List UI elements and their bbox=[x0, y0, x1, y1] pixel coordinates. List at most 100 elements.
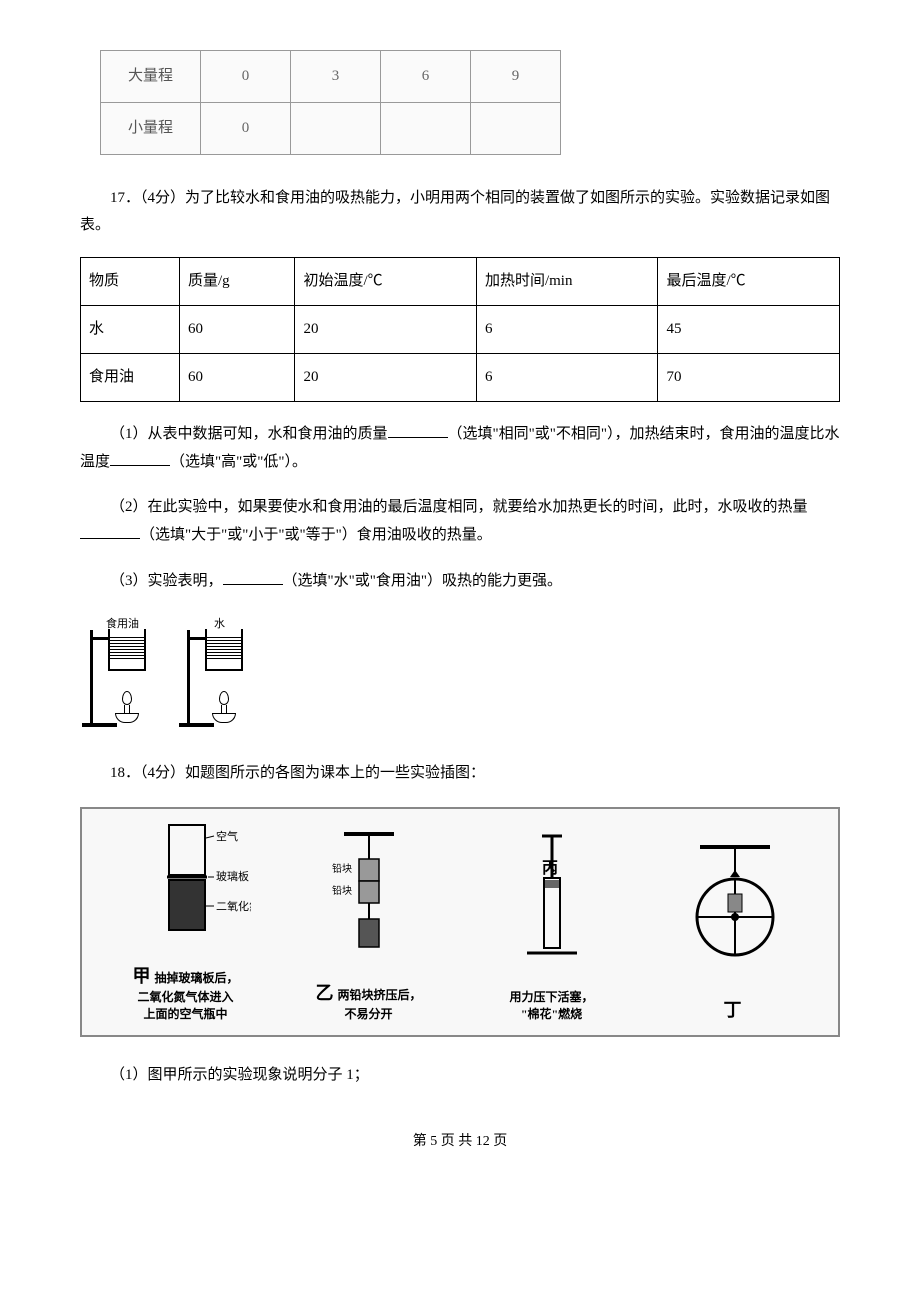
q17-sub1: （1）从表中数据可知，水和食用油的质量（选填"相同"或"不相同"），加热结束时，… bbox=[80, 420, 840, 476]
flame-icon bbox=[122, 691, 132, 705]
scale-cell: 6 bbox=[381, 51, 471, 103]
data-cell: 45 bbox=[658, 306, 840, 354]
scale-cell: 9 bbox=[471, 51, 561, 103]
clamp-icon bbox=[190, 637, 205, 640]
liquid-icon bbox=[110, 637, 144, 669]
fig-label-ding: 丁 bbox=[724, 1000, 742, 1020]
data-cell: 6 bbox=[476, 354, 657, 402]
q18-sub1: （1）图甲所示的实验现象说明分子 1； bbox=[80, 1062, 840, 1089]
scale-cell bbox=[471, 103, 561, 155]
q17-sub1-a: （1）从表中数据可知，水和食用油的质量 bbox=[110, 426, 388, 442]
figure-jia: 空气 玻璃板 二氧化氮 甲抽掉玻璃板后， 二氧化氮气体进入 上面的空气瓶中 bbox=[94, 821, 277, 1023]
q17-sub3-b: （选填"水"或"食用油"）吸热的能力更强。 bbox=[283, 573, 563, 589]
page-footer: 第 5 页 共 12 页 bbox=[80, 1129, 840, 1154]
blank-fill[interactable] bbox=[388, 420, 448, 438]
q18-points: （4分） bbox=[140, 765, 185, 781]
annotation-no2: 二氧化氮 bbox=[216, 899, 251, 913]
liquid-icon bbox=[207, 637, 241, 669]
scale-cell: 0 bbox=[201, 51, 291, 103]
blank-fill[interactable] bbox=[110, 448, 170, 466]
fig-label-yi: 乙 bbox=[315, 983, 333, 1003]
table-row: 食用油 60 20 6 70 bbox=[81, 354, 840, 402]
q17-data-table: 物质 质量/g 初始温度/℃ 加热时间/min 最后温度/℃ 水 60 20 6… bbox=[80, 257, 840, 402]
scale-cell: 0 bbox=[201, 103, 291, 155]
figure-yi: 铅块 铅块 乙两铅块挤压后， 不易分开 bbox=[277, 821, 460, 1023]
q17-intro: 17．（4分）为了比较水和食用油的吸热能力，小明用两个相同的装置做了如图所示的实… bbox=[80, 185, 840, 239]
beaker-icon bbox=[108, 629, 146, 671]
beaker-icon bbox=[205, 629, 243, 671]
scale-label-small: 小量程 bbox=[101, 103, 201, 155]
figure-caption-ding: 丁 bbox=[724, 998, 746, 1023]
annotation-air: 空气 bbox=[216, 829, 238, 843]
apparatus-water: 水 bbox=[177, 615, 262, 735]
fig-caption-text-yi: 两铅块挤压后， 不易分开 bbox=[337, 988, 421, 1021]
table-row: 小量程 0 bbox=[101, 103, 561, 155]
wheel-diagram-icon bbox=[680, 832, 790, 982]
q18-intro-text: 如题图所示的各图为课本上的一些实验插图： bbox=[185, 765, 485, 781]
lead-blocks-diagram-icon: 铅块 铅块 bbox=[314, 824, 424, 974]
table-row: 水 60 20 6 45 bbox=[81, 306, 840, 354]
figure-caption-yi: 乙两铅块挤压后， 不易分开 bbox=[315, 981, 421, 1023]
stand-base-icon bbox=[82, 723, 117, 727]
header-cell: 物质 bbox=[81, 258, 180, 306]
q17-number: 17． bbox=[110, 190, 140, 206]
apparatus-diagram: 食用油 水 bbox=[80, 615, 840, 735]
flame-icon bbox=[219, 691, 229, 705]
bottle-diagram-icon: 空气 玻璃板 二氧化氮 bbox=[121, 810, 251, 960]
data-cell: 水 bbox=[81, 306, 180, 354]
q17-sub3: （3）实验表明， （选填"水"或"食用油"）吸热的能力更强。 bbox=[80, 567, 840, 595]
figure-bing: 丙 用力压下活塞， "棉花"燃烧 bbox=[460, 821, 643, 1023]
figure-caption-jia: 甲抽掉玻璃板后， 二氧化氮气体进入 上面的空气瓶中 bbox=[132, 964, 238, 1023]
header-cell: 加热时间/min bbox=[476, 258, 657, 306]
blank-fill[interactable] bbox=[80, 521, 140, 539]
footer-total: 12 bbox=[476, 1134, 490, 1149]
header-cell: 初始温度/℃ bbox=[295, 258, 476, 306]
data-cell: 60 bbox=[180, 306, 295, 354]
q18-figures: 空气 玻璃板 二氧化氮 甲抽掉玻璃板后， 二氧化氮气体进入 上面的空气瓶中 铅块… bbox=[80, 807, 840, 1037]
table-row: 大量程 0 3 6 9 bbox=[101, 51, 561, 103]
annotation-glass: 玻璃板 bbox=[216, 869, 249, 883]
figure-ding: 丁 bbox=[643, 821, 826, 1023]
fig-label-jia: 甲 bbox=[132, 966, 150, 986]
piston-diagram-icon: 丙 bbox=[502, 828, 602, 978]
footer-text-c: 页 bbox=[493, 1134, 507, 1149]
footer-page: 5 bbox=[430, 1134, 437, 1149]
table-row: 物质 质量/g 初始温度/℃ 加热时间/min 最后温度/℃ bbox=[81, 258, 840, 306]
q17-points: （4分） bbox=[140, 190, 185, 206]
annotation-lead1: 铅块 bbox=[332, 862, 352, 875]
q18-sub1-text: （1）图甲所示的实验现象说明分子 1； bbox=[110, 1067, 369, 1083]
data-cell: 20 bbox=[295, 354, 476, 402]
scale-cell bbox=[381, 103, 471, 155]
stand-rod-icon bbox=[90, 630, 93, 725]
figure-caption-bing: 用力压下活塞， "棉花"燃烧 bbox=[509, 989, 593, 1023]
data-cell: 食用油 bbox=[81, 354, 180, 402]
q17-sub2: （2）在此实验中，如果要使水和食用油的最后温度相同，就要给水加热更长的时间，此时… bbox=[80, 494, 840, 549]
apparatus-oil: 食用油 bbox=[80, 615, 165, 735]
blank-fill[interactable] bbox=[223, 567, 283, 585]
data-cell: 60 bbox=[180, 354, 295, 402]
scale-cell: 3 bbox=[291, 51, 381, 103]
q17-sub2-b: （选填"大于"或"小于"或"等于"）食用油吸收的热量。 bbox=[140, 527, 492, 543]
data-cell: 6 bbox=[476, 306, 657, 354]
annotation-lead2: 铅块 bbox=[332, 884, 352, 897]
header-cell: 最后温度/℃ bbox=[658, 258, 840, 306]
footer-text-b: 页 共 bbox=[441, 1134, 473, 1149]
burner-icon bbox=[212, 693, 236, 723]
burner-icon bbox=[115, 693, 139, 723]
q17-sub2-a: （2）在此实验中，如果要使水和食用油的最后温度相同，就要给水加热更长的时间，此时… bbox=[110, 499, 808, 515]
scale-table: 大量程 0 3 6 9 小量程 0 bbox=[100, 50, 561, 155]
q17-sub1-c: （选填"高"或"低"）。 bbox=[170, 454, 307, 470]
footer-text-a: 第 bbox=[413, 1134, 427, 1149]
fig-caption-text-jia: 抽掉玻璃板后， 二氧化氮气体进入 上面的空气瓶中 bbox=[137, 971, 238, 1021]
q17-sub3-a: （3）实验表明， bbox=[110, 573, 223, 589]
fig-caption-text-bing: 用力压下活塞， "棉花"燃烧 bbox=[509, 990, 593, 1021]
q17-intro-text: 为了比较水和食用油的吸热能力，小明用两个相同的装置做了如图所示的实验。实验数据记… bbox=[80, 190, 830, 233]
fig-label-bing-inline: 丙 bbox=[542, 859, 558, 877]
scale-cell bbox=[291, 103, 381, 155]
data-cell: 20 bbox=[295, 306, 476, 354]
stand-rod-icon bbox=[187, 630, 190, 725]
scale-label-large: 大量程 bbox=[101, 51, 201, 103]
data-cell: 70 bbox=[658, 354, 840, 402]
q18-intro: 18．（4分）如题图所示的各图为课本上的一些实验插图： bbox=[80, 760, 840, 787]
header-cell: 质量/g bbox=[180, 258, 295, 306]
